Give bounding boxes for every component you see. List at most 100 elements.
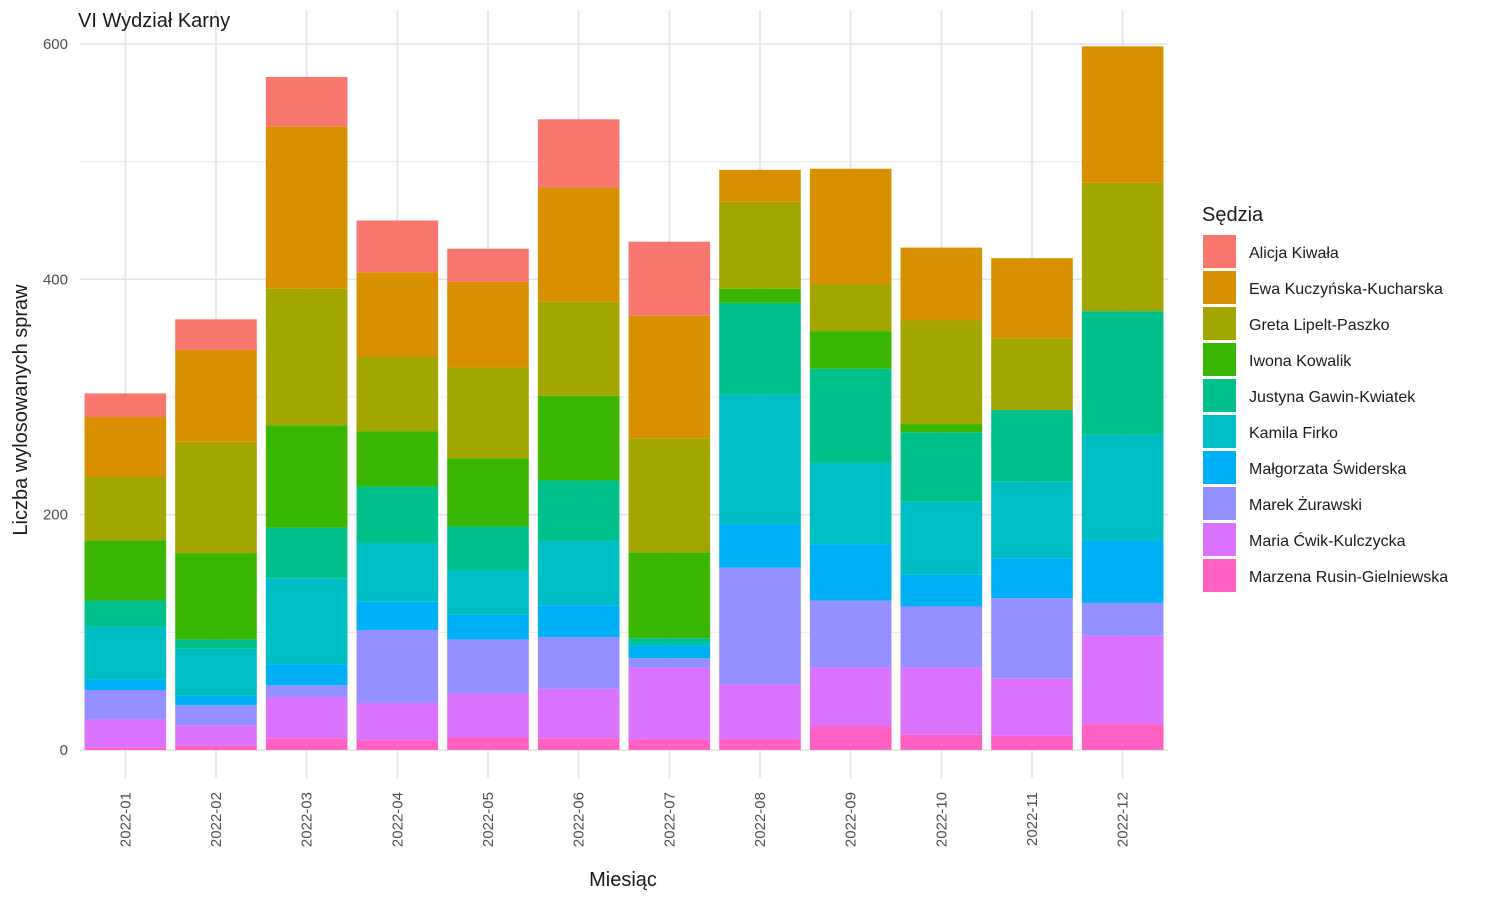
bar-segment [265,288,348,426]
x-axis-ticks: 2022-01 2022-02 2022-03 2022-04 2022-05 2022-… [117,792,1131,847]
bar-segment [628,667,711,740]
legend-label: Maria Ćwik-Kulczycka [1249,531,1406,550]
bar-segment [900,432,983,502]
bar-segment [175,745,257,750]
legend-swatch [1203,343,1236,376]
bar-segment [628,638,711,643]
legend-swatch [1203,235,1236,268]
bar-segment [175,441,257,554]
bar-segment [628,241,711,316]
bar-segment [537,637,620,689]
bar-segment [809,284,892,332]
y-axis-ticks: 0 200 400 600 [43,36,68,759]
legend-swatch [1203,487,1236,520]
x-tick-label: 2022-02 [208,792,225,847]
bar-segment [1081,46,1164,183]
bar-segment [1081,602,1164,636]
legend-swatch [1203,451,1236,484]
bars [84,46,1164,750]
bar-segment [1081,434,1164,541]
bar-segment [265,425,348,528]
bar-segment [900,574,983,607]
bar-segment [628,739,711,750]
bar-segment [265,664,348,686]
bar-segment [900,667,983,735]
legend-label: Iwona Kowalik [1249,353,1352,370]
legend-label: Justyna Gawin-Kwiatek [1249,389,1416,406]
bar-segment [84,393,167,418]
bar-segment [809,726,892,750]
bar-segment [991,409,1073,482]
x-tick-label: 2022-07 [661,792,678,847]
bar-segment [265,578,348,665]
legend-label: Alicja Kiwała [1249,245,1339,262]
bar-segment [175,695,257,706]
y-tick-label: 200 [43,507,68,524]
legend-label: Marek Żurawski [1249,495,1362,514]
bar-segment [537,480,620,541]
legend-swatch [1203,379,1236,412]
bar-segment [900,424,983,433]
bar-segment [356,486,439,543]
bar-segment [991,558,1073,599]
bar-segment [265,527,348,579]
legend: Sędzia Alicja Kiwała Ewa Kuczyńska-Kuchar… [1202,204,1448,592]
bar-segment [265,738,348,750]
bar-segment [1081,540,1164,603]
legend-swatch [1203,415,1236,448]
bar-segment [447,367,529,459]
bar-segment [265,76,348,127]
bar-segment [809,168,892,285]
bar-segment [900,247,983,321]
bar-segment [84,540,167,601]
legend-swatch [1203,307,1236,340]
legend-swatch [1203,523,1236,556]
bar-segment [356,220,439,273]
legend-label: Kamila Firko [1249,425,1338,442]
bar-segment [537,605,620,638]
bar-segment [356,601,439,630]
bar-segment [447,737,529,750]
bar-segment [628,552,711,639]
bar-segment [447,693,529,738]
bar-segment [265,126,348,289]
bar-segment [991,258,1073,339]
bar-segment [900,320,983,425]
bar-segment [84,689,167,720]
legend-title: Sędzia [1202,204,1264,226]
bar-segment [84,747,167,750]
chart-title: VI Wydział Karny [78,10,230,32]
bar-segment [719,524,801,568]
bar-segment [537,540,620,606]
x-tick-label: 2022-10 [933,792,950,847]
bar-segment [809,462,892,545]
bar-segment [1081,182,1164,312]
bar-segment [809,544,892,601]
bar-segment [356,272,439,357]
bar-segment [1081,635,1164,725]
bar-segment [537,738,620,750]
x-tick-label: 2022-01 [117,792,134,847]
bar-segment [447,248,529,282]
bar-segment [175,319,257,350]
bar-segment [356,542,439,602]
legend-label: Małgorzata Świderska [1249,459,1407,478]
bar-segment [809,331,892,369]
legend-label: Greta Lipelt-Paszko [1249,317,1390,334]
bar-segment [537,301,620,396]
bar-segment [84,679,167,690]
bar-segment [991,735,1073,750]
x-axis-title: Miesiąc [589,869,657,891]
bar-segment [356,431,439,487]
bar-segment [719,302,801,395]
x-tick-label: 2022-03 [299,792,316,847]
bar-segment [900,606,983,668]
x-tick-label: 2022-06 [571,792,588,847]
legend-swatch [1203,559,1236,592]
bar-segment [265,685,348,698]
legend-label: Marzena Rusin-Gielniewska [1249,569,1448,586]
bar-segment [900,734,983,750]
bar-segment [175,648,257,696]
bar-segment [175,349,257,442]
bar-segment [1081,311,1164,435]
